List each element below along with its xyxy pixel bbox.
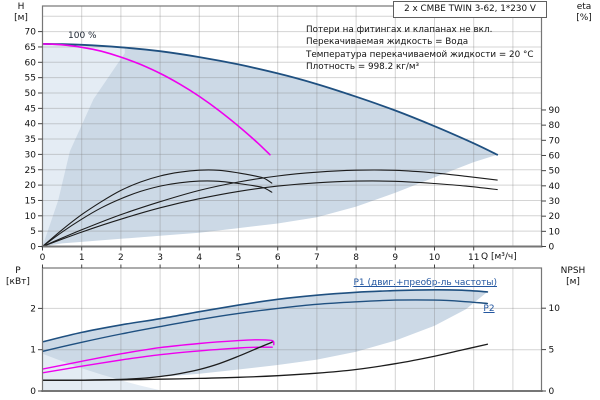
tick-label: 5 [236, 253, 242, 263]
h-axis-label: H [м] [10, 2, 32, 23]
q-axis-label: Q [м³/ч] [481, 251, 517, 262]
tick-label: 8 [353, 253, 359, 263]
p1-curve-label: P1 (двиг.+преобр-ль частоты) [353, 278, 498, 288]
tick-label: 10 [549, 304, 561, 314]
note-temperature: Температура перекачиваемой жидкости = 20… [306, 49, 534, 60]
series-npsh-two-pumps [42, 343, 489, 381]
tick-label: 1 [79, 253, 85, 263]
chart-title-box: 2 x CMBE TWIN 3-62, 1*230 V [393, 1, 547, 18]
series-p1-two-pumps [42, 288, 489, 343]
eta-axis-quantity: eta [576, 2, 592, 12]
npsh-axis-unit: [м] [566, 276, 580, 287]
tick-label: 40 [25, 120, 37, 130]
speed-100-label: 100 % [68, 31, 97, 41]
eta-axis-label: eta [%] [570, 2, 598, 23]
tick-label: 55 [25, 74, 36, 84]
tick-label: 0 [40, 253, 46, 263]
p2-curve-label: P2 [483, 303, 495, 314]
tick-label: 6 [275, 253, 281, 263]
series-eta-one-pump-lower [42, 180, 273, 247]
p-axis-unit: [кВт] [6, 276, 30, 287]
tick-label: 70 [549, 136, 561, 146]
series-p1-one-pump [42, 339, 275, 370]
tick-label: 60 [549, 151, 561, 161]
tick-label: 2 [118, 253, 124, 263]
tick-label: 60 [25, 58, 37, 68]
p-axis-label: P [кВт] [2, 266, 34, 287]
tick-label: 3 [157, 253, 163, 263]
region-power-overlap-wedge [42, 353, 161, 391]
tick-label: 4 [196, 253, 202, 263]
note-liquid: Перекачиваемая жидкость = Вода [306, 37, 469, 47]
npsh-axis-label: NPSH [м] [550, 266, 596, 287]
tick-label: 25 [25, 166, 36, 176]
qh-efficiency-chart-body [42, 6, 542, 247]
tick-label: 5 [549, 346, 555, 356]
region-operating-envelope [42, 43, 498, 247]
tick-label: 80 [549, 121, 561, 131]
tick-label: 45 [25, 104, 36, 114]
tick-label: 0 [549, 243, 555, 253]
series-p2-one-pump [42, 346, 273, 374]
tick-label: 0 [549, 387, 555, 397]
series-eta-two-pumps-lower [42, 180, 498, 247]
p-axis-quantity: P [15, 266, 21, 276]
h-axis-quantity: H [17, 2, 25, 12]
tick-label: 15 [25, 196, 36, 206]
tick-label: 35 [25, 135, 36, 145]
note-losses: Потери на фитингах и клапанах не вкл. [306, 24, 493, 35]
tick-label: 1 [30, 346, 36, 356]
series-eta-two-pumps-upper [42, 169, 498, 247]
tick-label: 50 [25, 89, 37, 99]
note-density: Плотность = 998.2 кг/м³ [306, 62, 420, 72]
tick-label: 10 [549, 227, 561, 237]
tick-label: 10 [25, 212, 37, 222]
tick-label: 65 [25, 43, 36, 53]
npsh-axis-quantity: NPSH [560, 266, 586, 276]
tick-label: 90 [549, 106, 561, 116]
series-speed-100pct-one-pump [42, 43, 271, 156]
tick-label: 0 [30, 243, 36, 253]
eta-axis-unit: [%] [576, 12, 592, 23]
tick-label: 30 [549, 197, 561, 207]
h-axis-unit: [м] [14, 12, 28, 23]
region-power-envelope [42, 289, 488, 383]
tick-label: 50 [549, 167, 561, 177]
tick-label: 20 [25, 181, 37, 191]
tick-label: 5 [30, 227, 36, 237]
tick-label: 2 [30, 304, 36, 314]
region-single-pump-overlap-wedge [42, 43, 125, 247]
tick-label: 10 [429, 253, 441, 263]
tick-label: 0 [30, 387, 36, 397]
power-npsh-chart-body [42, 268, 542, 391]
tick-label: 7 [314, 253, 320, 263]
tick-label: 30 [25, 150, 37, 160]
tick-label: 40 [549, 182, 561, 192]
tick-label: 70 [25, 28, 37, 38]
series-max-speed-two-pumps [42, 43, 499, 156]
tick-label: 9 [392, 253, 398, 263]
tick-label: 20 [549, 212, 561, 222]
tick-label: 11 [468, 253, 479, 263]
series-eta-one-pump-upper [42, 169, 273, 247]
series-p2-two-pumps [42, 299, 489, 353]
